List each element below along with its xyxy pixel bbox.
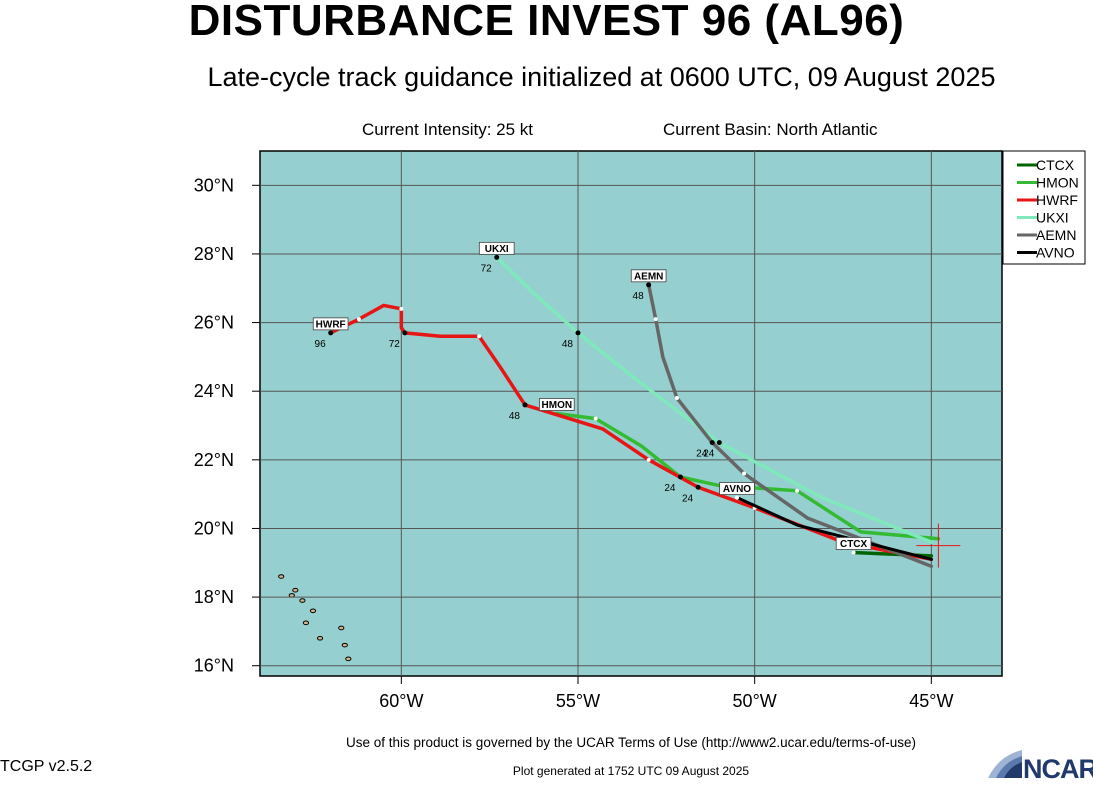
track-label: UKXI	[485, 244, 509, 255]
legend-box	[1002, 150, 1086, 265]
legend-label: AVNO	[1036, 245, 1075, 261]
track-point	[356, 317, 361, 322]
ncar-logo-text: NCAR	[1023, 754, 1093, 784]
legend-label: HWRF	[1036, 192, 1078, 208]
forecast-hour-label: 72	[389, 339, 401, 350]
y-tick-label: 28°N	[194, 244, 234, 264]
track-point	[477, 334, 482, 339]
track-point	[674, 396, 679, 401]
x-tick-label: 45°W	[909, 691, 953, 711]
ocean-background	[259, 150, 1003, 677]
track-avno	[735, 496, 933, 561]
y-tick-label: 24°N	[194, 381, 234, 401]
island	[338, 625, 345, 631]
terms-of-use: Use of this product is governed by the U…	[346, 735, 916, 750]
track-label-box	[630, 269, 667, 283]
x-tick-label: 60°W	[379, 691, 423, 711]
island	[278, 574, 285, 579]
page-subtitle: Late-cycle track guidance initialized at…	[207, 62, 996, 92]
track-label: CTCX	[840, 539, 868, 550]
ncar-logo-icon	[988, 750, 1022, 778]
page-title: DISTURBANCE INVEST 96 (AL96)	[188, 0, 905, 45]
y-tick-label: 30°N	[194, 175, 234, 195]
track-ukxi	[494, 255, 934, 544]
island	[316, 635, 324, 641]
forecast-hour-label: 24	[664, 483, 676, 494]
forecast-hour-marker	[328, 330, 334, 336]
forecast-hour-marker	[709, 440, 715, 446]
track-label: AEMN	[634, 271, 663, 282]
legend-label: AEMN	[1036, 227, 1076, 243]
legend-label: CTCX	[1036, 157, 1075, 173]
x-tick-label: 50°W	[733, 691, 777, 711]
y-tick-label: 20°N	[194, 518, 234, 538]
island	[341, 642, 348, 648]
track-point	[851, 550, 856, 555]
track-label-box	[312, 317, 349, 331]
track-label-box	[539, 398, 575, 411]
y-tick-label: 26°N	[194, 313, 234, 333]
track-label-box	[478, 241, 515, 255]
track-point	[646, 457, 651, 462]
x-tick-label: 55°W	[556, 691, 600, 711]
forecast-hour-marker	[695, 484, 701, 490]
track-label: AVNO	[723, 484, 751, 495]
island	[345, 656, 352, 662]
y-tick-label: 16°N	[194, 656, 234, 676]
legend-label: HMON	[1036, 175, 1079, 191]
forecast-hour-marker	[646, 282, 652, 288]
track-aemn	[646, 283, 934, 568]
version-label: TCGP v2.5.2	[0, 758, 93, 775]
track-point	[653, 317, 658, 322]
track-point	[399, 306, 404, 311]
track-point	[742, 471, 747, 476]
track-hwrf	[328, 303, 934, 562]
generated-timestamp: Plot generated at 1752 UTC 09 August 202…	[512, 764, 750, 778]
track-label-box	[835, 537, 872, 550]
y-tick-label: 18°N	[194, 587, 234, 607]
forecast-hour-marker	[677, 474, 683, 480]
forecast-hour-label: 48	[633, 291, 645, 302]
current-intensity: Current Intensity: 25 kt	[362, 120, 534, 139]
forecast-hour-label: 24	[696, 449, 708, 460]
forecast-hour-label: 24	[682, 493, 694, 504]
track-hmon	[555, 411, 941, 541]
y-tick-label: 22°N	[194, 450, 234, 470]
island	[292, 587, 299, 593]
island	[309, 608, 317, 614]
forecast-hour-label: 72	[481, 263, 493, 274]
forecast-hour-marker	[522, 402, 528, 408]
legend-label: UKXI	[1036, 210, 1069, 226]
forecast-hour-marker	[494, 254, 500, 260]
track-point	[735, 495, 739, 500]
island	[302, 620, 310, 626]
track-point	[795, 488, 800, 493]
track-label-box	[719, 482, 755, 495]
track-label: HWRF	[316, 319, 346, 330]
forecast-hour-label: 48	[562, 339, 574, 350]
track-point	[593, 416, 598, 421]
island	[299, 598, 306, 603]
current-basin: Current Basin: North Atlantic	[663, 120, 878, 139]
forecast-hour-marker	[716, 440, 722, 446]
forecast-hour-label: 48	[509, 411, 521, 422]
track-map: CTCX 24 HMON 24 48 72 96 HWRF 48 72 UKXI 24 48 AEMN 24…	[194, 150, 1086, 711]
forecast-hour-label: 96	[315, 339, 327, 350]
forecast-hour-label: 24	[703, 449, 715, 460]
track-label: HMON	[542, 400, 573, 411]
forecast-hour-marker	[575, 330, 581, 336]
forecast-hour-marker	[402, 330, 408, 336]
